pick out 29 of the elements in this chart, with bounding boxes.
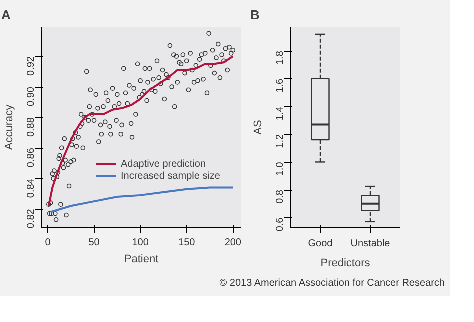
- y-tick-label: 1.0: [275, 162, 286, 176]
- x-tick-label: 100: [132, 238, 150, 248]
- x-tick-label: Unstable: [350, 238, 391, 250]
- text: © 2013 American Association for Cancer Research: [220, 277, 445, 291]
- x-tick-label: 0: [45, 238, 52, 248]
- y-tick-label: 1.8: [275, 50, 286, 66]
- y-tick-label: 0.6: [275, 217, 286, 232]
- x-tick-label: Good: [308, 238, 333, 250]
- y-tick-label: 1.6: [275, 78, 286, 93]
- legend-label: Increased sample size: [121, 170, 220, 182]
- y-tick-label: 1.4: [275, 106, 286, 121]
- x-tick-label: 150: [178, 238, 196, 248]
- x-tick-label: 50: [88, 238, 100, 248]
- x-axis-title: Predictors: [320, 258, 371, 270]
- y-tick-label: 0.82: [26, 208, 37, 229]
- y-axis-title: Accuracy: [4, 104, 16, 150]
- x-tick-label: 200: [224, 238, 242, 248]
- y-tick-label: 0.90: [26, 86, 37, 107]
- x-axis-title: Patient: [124, 254, 159, 266]
- y-tick-label: 0.92: [26, 56, 37, 76]
- y-tick-label: 1.2: [275, 134, 286, 148]
- chart-title: B: [250, 8, 260, 22]
- y-axis-title: AS: [252, 120, 264, 135]
- y-tick-label: 0.86: [26, 148, 37, 168]
- chart-title: A: [2, 8, 12, 22]
- legend-label: Adaptive prediction: [121, 158, 206, 170]
- y-tick-label: 0.88: [26, 117, 37, 138]
- y-tick-label: 0.8: [275, 190, 286, 204]
- y-tick-label: 0.84: [26, 178, 37, 198]
